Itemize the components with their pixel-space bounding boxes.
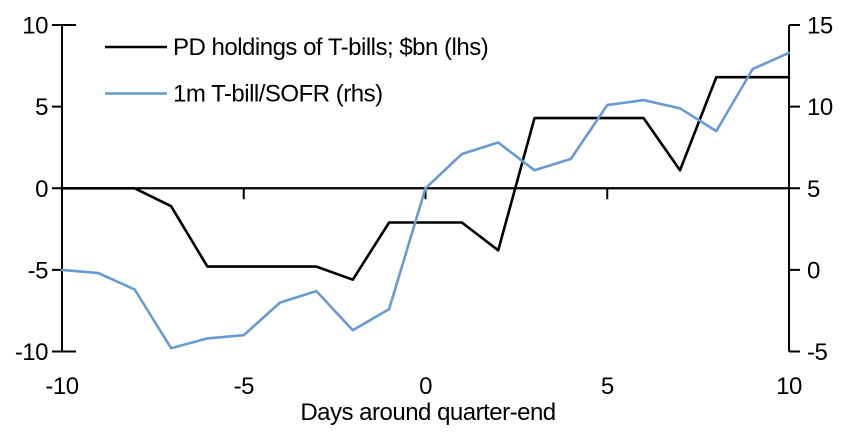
right-axis-tick-label: 10: [807, 94, 833, 121]
x-axis-tick-label: -5: [234, 373, 254, 400]
right-axis-tick-label: -5: [807, 339, 827, 366]
right-axis-tick-label: 0: [807, 257, 820, 284]
legend-label-pd-holdings: PD holdings of T-bills; $bn (lhs): [173, 34, 488, 61]
right-axis-tick-label: 5: [807, 176, 820, 203]
series-line-tbill-sofr: [60, 51, 791, 350]
legend-label-tbill-sofr: 1m T-bill/SOFR (rhs): [173, 81, 383, 108]
legend: PD holdings of T-bills; $bn (lhs) 1m T-b…: [105, 34, 489, 108]
x-axis-tick-label: 5: [601, 373, 614, 400]
left-axis-tick-label: -5: [28, 257, 48, 284]
left-axis-tick-label: 5: [35, 94, 48, 121]
x-axis-tick-label: 10: [776, 373, 802, 400]
x-axis-title: Days around quarter-end: [300, 399, 555, 426]
x-axis-tick-label: -10: [45, 373, 78, 400]
left-axis-tick-label: 0: [35, 176, 48, 203]
right-axis-tick-label: 15: [807, 13, 833, 40]
tick-labels: 10 5 0 -5 -10 15 10 5 0 -5 -10 -5 0 5 10: [15, 13, 834, 401]
left-axis-tick-label: 10: [22, 13, 48, 40]
x-axis-tick-label: 0: [419, 373, 432, 400]
left-axis-tick-label: -10: [15, 339, 48, 366]
series-lines: [60, 51, 791, 350]
series-line-pd-holdings: [60, 75, 791, 282]
